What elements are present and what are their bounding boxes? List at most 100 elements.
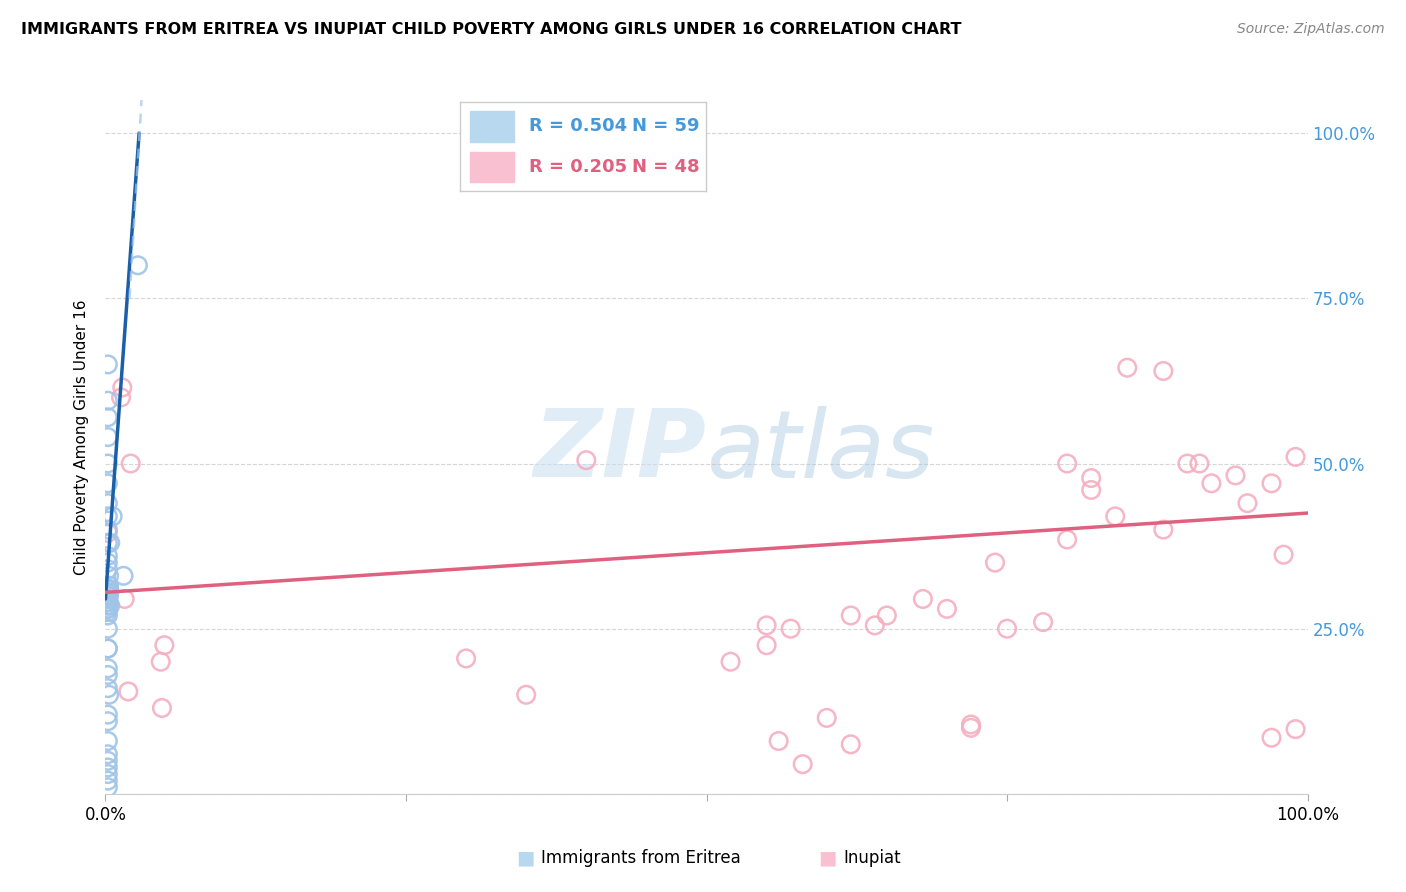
Point: [101, 509, 124, 524]
Point: [97, 595, 120, 609]
Point: [1188, 457, 1211, 471]
Point: [97, 536, 120, 550]
Point: [1260, 476, 1282, 491]
Text: R = 0.205: R = 0.205: [529, 158, 627, 176]
Text: ■: ■: [818, 848, 837, 867]
Text: N = 59: N = 59: [633, 117, 700, 135]
Point: [153, 638, 176, 652]
Point: [97, 582, 120, 596]
Point: [1152, 523, 1174, 537]
Point: [98, 599, 121, 613]
Point: [779, 622, 801, 636]
Point: [97, 589, 120, 603]
Point: [97, 496, 120, 510]
Point: [1116, 360, 1139, 375]
Point: [97, 476, 120, 491]
Point: [1056, 457, 1078, 471]
Point: [98, 536, 121, 550]
Point: [995, 622, 1018, 636]
Text: R = 0.504: R = 0.504: [529, 117, 627, 135]
Point: [97, 393, 120, 408]
Point: [97, 668, 120, 682]
Point: [97, 525, 120, 540]
Point: [110, 391, 132, 405]
Point: [960, 721, 983, 735]
Point: [97, 589, 120, 603]
Point: [97, 767, 120, 781]
Point: [97, 410, 120, 425]
Point: [839, 608, 862, 623]
Point: [114, 591, 136, 606]
Point: [1175, 457, 1198, 471]
Text: N = 48: N = 48: [633, 158, 700, 176]
Point: [1260, 731, 1282, 745]
Point: [97, 602, 120, 616]
Point: [97, 608, 120, 623]
Point: [1152, 364, 1174, 378]
Point: [515, 688, 537, 702]
Point: [97, 585, 120, 599]
Point: [97, 661, 120, 675]
Point: [127, 258, 149, 272]
Point: [112, 569, 135, 583]
Point: [97, 582, 120, 596]
Point: [97, 509, 120, 524]
FancyBboxPatch shape: [470, 152, 515, 182]
Text: Source: ZipAtlas.com: Source: ZipAtlas.com: [1237, 22, 1385, 37]
Point: [984, 556, 1007, 570]
Point: [863, 618, 886, 632]
Point: [98, 589, 121, 603]
Point: [97, 589, 120, 603]
Point: [97, 760, 120, 774]
Point: [815, 711, 838, 725]
Point: [960, 717, 983, 731]
Point: [768, 734, 790, 748]
Text: Immigrants from Eritrea: Immigrants from Eritrea: [541, 849, 741, 867]
Point: [98, 569, 121, 583]
Point: [755, 618, 778, 632]
Point: [97, 591, 120, 606]
Point: [97, 599, 120, 613]
Point: [97, 591, 120, 606]
Text: Inupiat: Inupiat: [844, 849, 901, 867]
Point: [111, 380, 134, 394]
Point: [120, 457, 142, 471]
Point: [454, 651, 477, 665]
Point: [97, 773, 120, 788]
Point: [97, 681, 120, 695]
Point: [97, 556, 120, 570]
Point: [97, 358, 120, 372]
Point: [98, 688, 121, 702]
Point: [97, 605, 120, 619]
Point: [97, 747, 120, 762]
Point: [936, 602, 959, 616]
Point: [97, 549, 120, 563]
Point: [1284, 450, 1306, 464]
Point: [97, 457, 120, 471]
FancyBboxPatch shape: [470, 112, 515, 142]
Point: [97, 754, 120, 768]
Point: [98, 582, 121, 596]
Point: [97, 602, 120, 616]
Point: [1284, 722, 1306, 736]
Point: [97, 595, 120, 609]
Point: [97, 714, 120, 729]
Text: atlas: atlas: [707, 406, 935, 497]
Point: [755, 638, 778, 652]
Point: [876, 608, 898, 623]
Point: [149, 655, 172, 669]
Point: [117, 684, 139, 698]
Point: [97, 599, 120, 613]
Point: [97, 641, 120, 656]
Point: [575, 453, 598, 467]
Point: [97, 734, 120, 748]
Point: [1272, 548, 1295, 562]
Point: [97, 707, 120, 722]
Point: [1201, 476, 1223, 491]
Point: [839, 737, 862, 751]
Point: [97, 780, 120, 795]
Text: IMMIGRANTS FROM ERITREA VS INUPIAT CHILD POVERTY AMONG GIRLS UNDER 16 CORRELATIO: IMMIGRANTS FROM ERITREA VS INUPIAT CHILD…: [21, 22, 962, 37]
Point: [97, 595, 120, 609]
Point: [1225, 468, 1247, 483]
Point: [97, 622, 120, 636]
